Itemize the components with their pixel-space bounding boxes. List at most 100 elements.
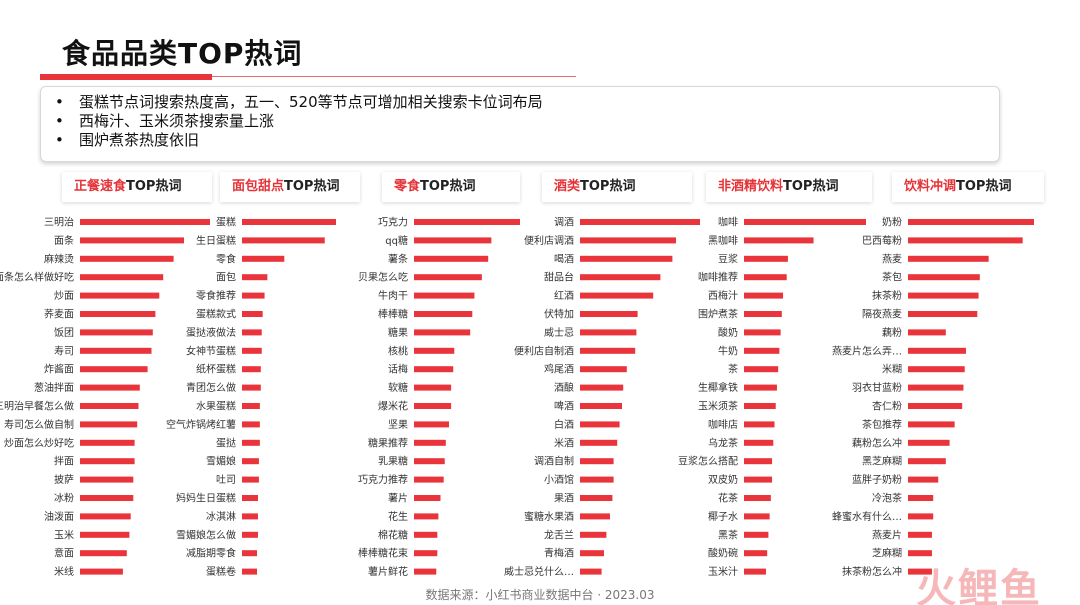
bar [744, 495, 771, 501]
bar [80, 550, 127, 557]
bar [580, 219, 700, 225]
category-label: 杏仁粉 [872, 400, 902, 413]
category-label: 啤酒 [554, 401, 574, 413]
category-label: 燕麦片 [872, 528, 902, 541]
category-label: 冷泡茶 [872, 492, 902, 505]
category-label: 牛奶 [718, 344, 738, 357]
category-label: 奶粉 [882, 216, 902, 229]
bar [80, 329, 153, 336]
category-label: 米线 [54, 565, 74, 578]
category-label: 蛋糕卷 [206, 565, 236, 578]
bar [908, 513, 934, 520]
category-label: 蜜糖水果酒 [524, 510, 574, 523]
category-label: 咖啡 [718, 217, 738, 229]
category-label: 花生 [388, 510, 408, 523]
bar [744, 274, 787, 281]
brand-watermark: 火鲤鱼 [916, 566, 1042, 605]
category-label: 水果蛋糕 [196, 400, 236, 413]
category-label: 巴西莓粉 [862, 234, 902, 247]
bar [414, 531, 438, 538]
category-label: 茶 [728, 363, 738, 376]
bar [414, 384, 452, 391]
bar [908, 274, 980, 281]
bar [580, 237, 676, 244]
category-label: 饭团 [54, 327, 74, 339]
category-label: 抹茶粉 [872, 289, 902, 302]
bar [414, 458, 445, 465]
bar [908, 311, 978, 317]
category-label: 酸奶碗 [708, 547, 738, 560]
category-label: 小酒馆 [544, 473, 574, 486]
category-label: 拌面 [54, 455, 74, 468]
category-label: 蜂蜜水有什么… [832, 510, 902, 523]
bar [744, 458, 773, 465]
category-label: 红酒 [554, 289, 574, 302]
bar [414, 292, 475, 299]
bar [242, 513, 258, 520]
bar [242, 531, 258, 538]
category-label: 面条 [54, 234, 74, 247]
bar [80, 237, 184, 244]
key-insights-box: 蛋糕节点词搜索热度高，五一、520等节点可增加相关搜索卡位词布局 西梅汁、玉米须… [40, 86, 1000, 162]
title-accent-bar [40, 74, 212, 80]
category-label: 乳果糖 [378, 455, 408, 468]
category-label: 蛋挞液做法 [186, 326, 236, 339]
bar [744, 403, 776, 409]
category-label: 糖果 [388, 326, 408, 339]
category-label: 调酒 [554, 217, 574, 229]
chart-title: 零食TOP热词 [382, 172, 520, 202]
category-label: 棉花糖 [378, 528, 408, 541]
chart-title: 面包甜点TOP热词 [220, 172, 360, 202]
bar [580, 531, 607, 538]
bar [80, 421, 138, 428]
bar [908, 495, 934, 501]
bar [80, 568, 123, 575]
category-label: 黑芝麻糊 [862, 455, 902, 468]
bar [580, 550, 604, 557]
category-label: 隔夜燕麦 [862, 308, 902, 321]
bar [414, 550, 438, 557]
bar [414, 476, 444, 483]
bar [908, 550, 932, 557]
bar [80, 531, 130, 538]
category-label: 麻辣烫 [44, 252, 74, 265]
category-label: 零食推荐 [196, 289, 236, 302]
category-label: 意面 [54, 547, 74, 560]
chart-title-highlight: 酒类 [554, 179, 581, 194]
category-label: 米糊 [882, 363, 902, 376]
category-label: 巧克力 [378, 216, 408, 229]
bar [744, 550, 768, 557]
bar [414, 329, 471, 336]
category-label: 糖果推荐 [368, 436, 408, 449]
category-label: 蛋糕款式 [196, 308, 236, 321]
bar [580, 347, 636, 354]
page-title: 食品品类TOP热词 [62, 37, 303, 70]
category-label: 双皮奶 [708, 473, 738, 486]
bar [414, 274, 482, 281]
bar [80, 366, 148, 373]
bar [908, 292, 979, 299]
bar [580, 568, 602, 575]
category-label: 三明治 [44, 216, 74, 229]
category-label: 纸杯蛋糕 [196, 363, 236, 376]
category-label: 生椰拿铁 [698, 381, 738, 394]
category-label: 炸酱面 [44, 363, 74, 376]
category-label: 贝果怎么吃 [358, 271, 408, 284]
bar [908, 366, 965, 373]
category-label: 白酒 [554, 418, 574, 431]
bar [414, 237, 492, 244]
bar [908, 476, 939, 483]
bar [744, 311, 782, 317]
bar [580, 366, 627, 373]
bar [744, 568, 766, 575]
bar [414, 403, 452, 409]
chart-title-highlight: 面包甜点 [232, 179, 285, 194]
category-label: 薯片 [388, 492, 408, 505]
bar [80, 311, 156, 317]
category-label: 青团怎么做 [186, 381, 236, 394]
category-label: 坚果 [388, 419, 408, 431]
category-label: 吐司 [216, 474, 236, 486]
bar [242, 458, 259, 465]
insight-item: 围炉煮茶热度依旧 [51, 131, 999, 150]
category-label: 蛋挞 [216, 436, 236, 449]
